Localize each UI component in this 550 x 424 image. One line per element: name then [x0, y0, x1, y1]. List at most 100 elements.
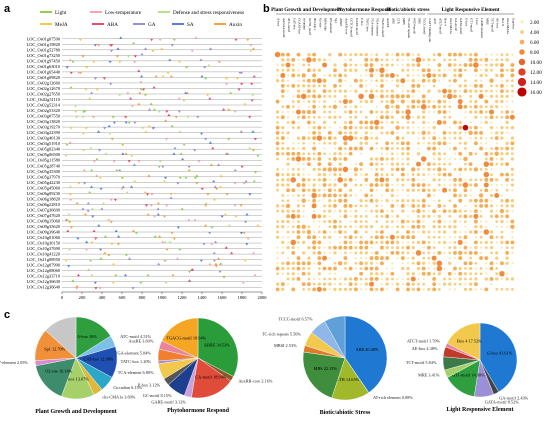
- heat-dot: [453, 246, 457, 250]
- heat-dot: [323, 204, 326, 208]
- heat-dot: [511, 246, 514, 250]
- heat-dot: [453, 157, 457, 161]
- heat-dot: [495, 178, 499, 182]
- heat-dot: [406, 282, 410, 287]
- heat-dot: [327, 167, 332, 172]
- scale-dot-1: [520, 30, 524, 34]
- column-label-27: DRE: [417, 18, 421, 24]
- element-mark: [104, 152, 108, 155]
- heat-dot: [396, 121, 399, 124]
- heat-dot: [317, 131, 321, 135]
- pie-label: P-box 3.12%: [138, 382, 161, 387]
- heat-dot: [312, 126, 316, 130]
- heat-dot: [469, 121, 472, 124]
- heat-dot: [276, 178, 279, 182]
- heat-dot: [401, 90, 404, 93]
- heat-dot: [417, 178, 420, 181]
- heat-dot: [448, 236, 451, 239]
- heat-dot: [365, 74, 368, 77]
- pie-label: TC-rich repeats 5.56%: [262, 331, 301, 336]
- element-mark: [203, 224, 208, 227]
- element-mark: [172, 152, 176, 155]
- heat-dot: [433, 241, 436, 244]
- heat-dot: [375, 116, 378, 119]
- pie-label: AE-box 4.38%: [412, 346, 438, 351]
- heat-dot: [417, 168, 420, 171]
- element-mark: [227, 138, 231, 141]
- heat-dot: [359, 141, 363, 145]
- heat-dot: [318, 277, 321, 281]
- heat-dot: [292, 95, 295, 98]
- element-mark: [124, 254, 129, 257]
- heat-dot: [479, 256, 484, 261]
- heat-dot: [290, 213, 296, 219]
- heat-dot: [426, 193, 431, 198]
- heat-dot: [406, 277, 410, 281]
- heat-dot: [458, 256, 463, 261]
- heat-dot: [417, 188, 420, 192]
- heat-dot: [349, 287, 353, 292]
- heat-dot: [368, 93, 375, 100]
- element-mark: [233, 204, 237, 207]
- heat-dot: [489, 157, 494, 161]
- heat-dot: [327, 266, 332, 271]
- heat-dot: [442, 209, 447, 214]
- heat-dot: [437, 105, 441, 109]
- heat-dot: [281, 194, 285, 197]
- legend-label-7: Auxin: [229, 22, 242, 28]
- heat-dot: [468, 162, 473, 167]
- element-mark: [156, 213, 160, 216]
- element-mark: [249, 49, 253, 53]
- heat-dot: [333, 68, 337, 73]
- heat-dot: [474, 115, 478, 119]
- heat-dot: [328, 219, 332, 224]
- element-mark: [112, 262, 116, 266]
- heat-dot: [311, 203, 317, 209]
- heat-dot: [500, 261, 504, 266]
- heat-dot: [280, 83, 285, 88]
- heat-dot: [458, 167, 463, 172]
- heat-dot: [302, 215, 305, 218]
- heat-dot: [495, 73, 499, 78]
- heat-dot: [312, 110, 317, 114]
- heat-dot: [483, 171, 490, 178]
- heat-dot: [416, 63, 421, 67]
- scale-dot-0: [520, 20, 524, 24]
- heat-dot-max: [462, 124, 469, 131]
- heat-dot: [338, 130, 343, 135]
- element-mark: [139, 80, 143, 83]
- heat-dot: [427, 262, 430, 265]
- heat-dot: [333, 193, 337, 198]
- heat-dot: [416, 224, 421, 229]
- heat-dot: [307, 126, 310, 129]
- heat-dot: [391, 183, 394, 187]
- heat-dot: [485, 225, 488, 228]
- heat-dot: [432, 188, 436, 192]
- heat-dot: [500, 68, 504, 73]
- heat-dot: [427, 131, 431, 135]
- heat-dot: [338, 152, 342, 156]
- element-mark: [172, 237, 176, 240]
- heat-dot: [505, 256, 509, 260]
- heat-dot: [459, 220, 462, 223]
- heat-dot: [312, 282, 316, 286]
- heat-dot: [427, 141, 431, 145]
- heat-dot: [338, 173, 342, 176]
- heat-dot: [364, 52, 368, 57]
- pie-label: RY-element 2.05%: [0, 360, 28, 365]
- heat-dot: [364, 230, 368, 234]
- heat-dot: [495, 63, 499, 67]
- heat-dot: [401, 152, 405, 156]
- heat-dot: [312, 152, 316, 156]
- heat-dot: [332, 167, 338, 172]
- heat-dot: [328, 230, 331, 234]
- heat-dot: [500, 131, 504, 135]
- heat-dot: [344, 131, 347, 135]
- heat-dot: [354, 246, 358, 250]
- heat-dot: [302, 84, 306, 88]
- heat-dot: [464, 53, 467, 56]
- heat-dot: [426, 72, 432, 78]
- element-mark: [132, 60, 137, 64]
- heat-dot: [391, 220, 394, 223]
- element-mark: [130, 105, 135, 108]
